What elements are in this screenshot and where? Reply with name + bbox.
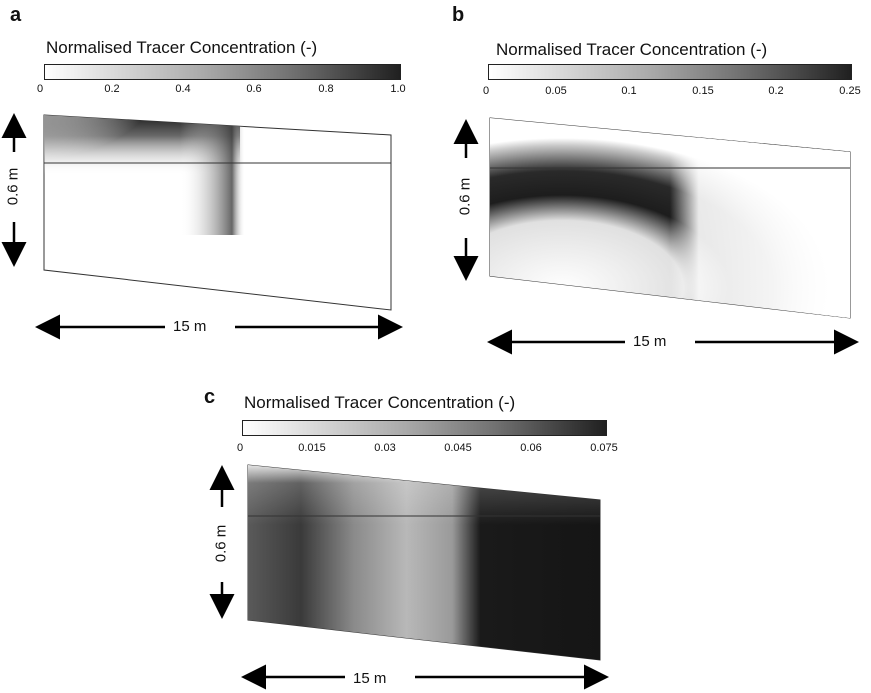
panel-a-tick: 0 — [36, 83, 44, 95]
panel-c-colorbar-title: Normalised Tracer Concentration (-) — [244, 393, 516, 412]
panel-b-tick: 0.05 — [545, 85, 567, 97]
panel-c-colorbar — [242, 420, 607, 436]
panel-c-width-label: 15 m — [350, 670, 390, 687]
panel-b-domain — [489, 117, 851, 319]
panel-c-tick: 0 — [236, 442, 244, 454]
panel-a-tick: 0.2 — [104, 83, 120, 95]
panel-a-tick: 0.4 — [175, 83, 191, 95]
panel-c-tick: 0.06 — [520, 442, 542, 454]
panel-a-colorbar — [44, 64, 401, 80]
panel-b-tick: 0.25 — [839, 85, 861, 97]
panel-a-height-label: 0.6 m — [4, 167, 22, 206]
panel-c-tick: 0.075 — [590, 442, 618, 454]
panel-a-letter: a — [10, 4, 22, 26]
panel-b-tick: 0.2 — [768, 85, 784, 97]
panel-c-tick: 0.045 — [444, 442, 472, 454]
panel-a-tick: 0.8 — [318, 83, 334, 95]
panel-a-tick: 0.6 — [246, 83, 262, 95]
panel-a-domain — [43, 114, 392, 311]
panel-c-tick: 0.03 — [374, 442, 396, 454]
panel-b-width-label: 15 m — [630, 333, 670, 350]
panel-b-tick: 0.1 — [621, 85, 637, 97]
panel-c-height-label: 0.6 m — [212, 524, 230, 563]
panel-b-height-label: 0.6 m — [456, 177, 474, 216]
panel-b-colorbar — [488, 64, 852, 80]
panel-a-tick: 1.0 — [390, 83, 406, 95]
panel-b-tick: 0.15 — [692, 85, 714, 97]
panel-b-letter: b — [452, 4, 465, 26]
panel-c-letter: c — [204, 386, 216, 408]
panel-b-tick: 0 — [482, 85, 490, 97]
panel-c-domain — [247, 464, 601, 661]
panel-a-colorbar-title: Normalised Tracer Concentration (-) — [46, 38, 318, 57]
panel-b-colorbar-title: Normalised Tracer Concentration (-) — [496, 40, 768, 59]
panel-c-tick: 0.015 — [298, 442, 326, 454]
panel-a-width-label: 15 m — [170, 318, 210, 335]
